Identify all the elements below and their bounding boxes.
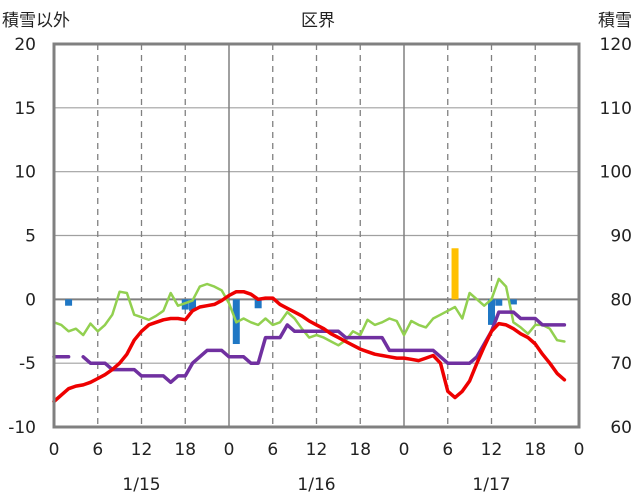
right-y-tick-label: 100 <box>600 163 632 183</box>
left-y-tick-label: -10 <box>8 418 36 438</box>
precip_blue-bar <box>509 299 517 305</box>
left-axis-title: 積雪以外 <box>2 11 70 31</box>
right-y-tick-label: 120 <box>600 35 632 55</box>
x-tick-label: 6 <box>92 440 103 460</box>
x-tick-label: 12 <box>306 440 328 460</box>
left-y-tick-label: 20 <box>14 35 36 55</box>
date-label: 1/15 <box>122 475 160 495</box>
temperature-line <box>52 289 567 404</box>
right-y-tick-label: 80 <box>610 290 632 310</box>
x-tick-label: 12 <box>481 440 503 460</box>
x-tick-label: 0 <box>574 440 585 460</box>
x-tick-label: 18 <box>174 440 196 460</box>
precip_blue-bar <box>189 299 197 311</box>
precip_blue-bar <box>488 299 495 325</box>
x-tick-label: 6 <box>267 440 278 460</box>
humidity_like-line <box>52 277 566 347</box>
x-tick-label: 0 <box>224 440 235 460</box>
left-y-tick-label: 15 <box>14 99 36 119</box>
series-lines <box>52 277 567 404</box>
plot-frame <box>52 42 581 429</box>
date-label: 1/17 <box>472 475 510 495</box>
x-tick-label: 0 <box>399 440 410 460</box>
precip_blue-bar <box>254 299 262 309</box>
x-tick-label: 18 <box>524 440 546 460</box>
x-tick-label: 18 <box>349 440 371 460</box>
right-y-tick-label: 110 <box>600 99 632 119</box>
left-y-tick-label: 5 <box>25 227 36 247</box>
left-y-tick-label: 0 <box>25 290 36 310</box>
right-y-tick-label: 70 <box>610 354 632 374</box>
left-y-tick-label: 10 <box>14 163 36 183</box>
date-label: 1/16 <box>297 475 335 495</box>
x-tick-label: 12 <box>131 440 153 460</box>
precip_yellow-bar <box>451 248 459 300</box>
chart-title: 区界 <box>301 11 335 31</box>
right-y-tick-label: 60 <box>610 418 632 438</box>
x-tick-label: 6 <box>442 440 453 460</box>
right-y-tick-label: 90 <box>610 227 632 247</box>
x-tick-label: 0 <box>49 440 60 460</box>
precip_blue-bar <box>495 299 503 306</box>
right-axis-title: 積雪 <box>598 11 632 31</box>
precip_blue-bar <box>65 299 73 306</box>
left-y-tick-label: -5 <box>19 354 36 374</box>
